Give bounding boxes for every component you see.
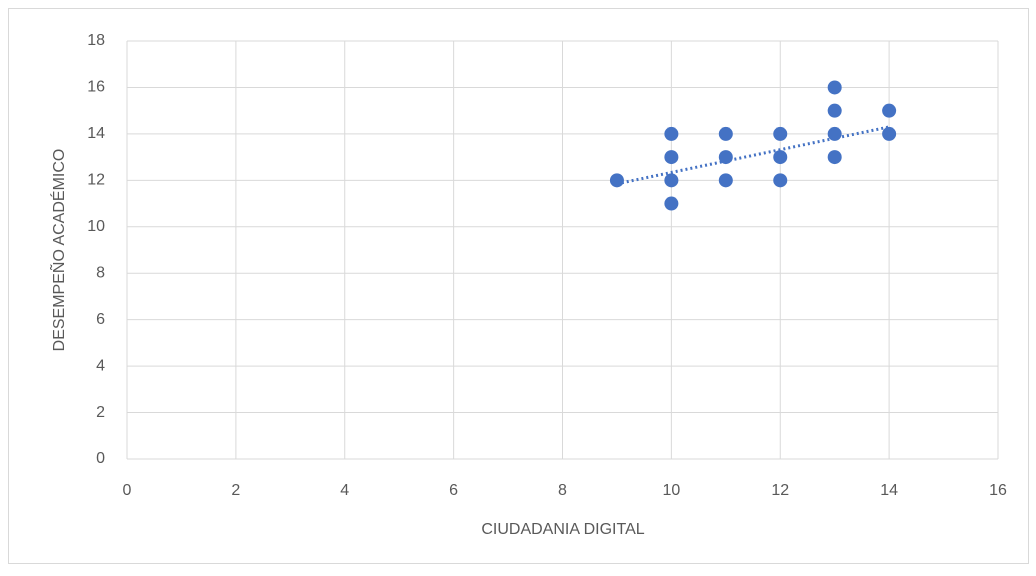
- point: [664, 150, 679, 165]
- y-tick-label: 2: [96, 404, 105, 421]
- point: [827, 150, 842, 165]
- x-tick-label: 8: [558, 482, 567, 499]
- x-axis-title: CIUDADANIA DIGITAL: [481, 521, 644, 538]
- point: [718, 126, 733, 141]
- x-tick-label: 16: [989, 482, 1007, 499]
- chart-frame: [8, 8, 1029, 564]
- y-tick-label: 8: [96, 264, 105, 281]
- x-tick-label: 0: [123, 482, 132, 499]
- x-tick-label: 14: [880, 482, 898, 499]
- x-tick-label: 4: [340, 482, 349, 499]
- trendline: [616, 125, 890, 186]
- x-tick-label: 10: [662, 482, 680, 499]
- point: [609, 173, 624, 188]
- y-tick-label: 12: [87, 172, 105, 189]
- x-tick-label: 6: [449, 482, 458, 499]
- y-tick-label: 18: [87, 32, 105, 49]
- x-tick-label: 12: [771, 482, 789, 499]
- point: [664, 173, 679, 188]
- y-tick-label: 16: [87, 79, 105, 96]
- point: [718, 173, 733, 188]
- point: [827, 80, 842, 95]
- point: [882, 126, 897, 141]
- point: [664, 126, 679, 141]
- y-tick-label: 0: [96, 450, 105, 467]
- point: [718, 150, 733, 165]
- y-tick-label: 10: [87, 218, 105, 235]
- point: [664, 196, 679, 211]
- point: [773, 173, 788, 188]
- y-tick-label: 14: [87, 125, 105, 142]
- x-tick-label: 2: [231, 482, 240, 499]
- point: [773, 126, 788, 141]
- point: [773, 150, 788, 165]
- y-axis-title: DESEMPEÑO ACADÉMICO: [48, 149, 68, 352]
- y-tick-label: 4: [96, 357, 105, 374]
- y-tick-label: 6: [96, 311, 105, 328]
- point: [882, 103, 897, 118]
- point: [827, 126, 842, 141]
- point: [827, 103, 842, 118]
